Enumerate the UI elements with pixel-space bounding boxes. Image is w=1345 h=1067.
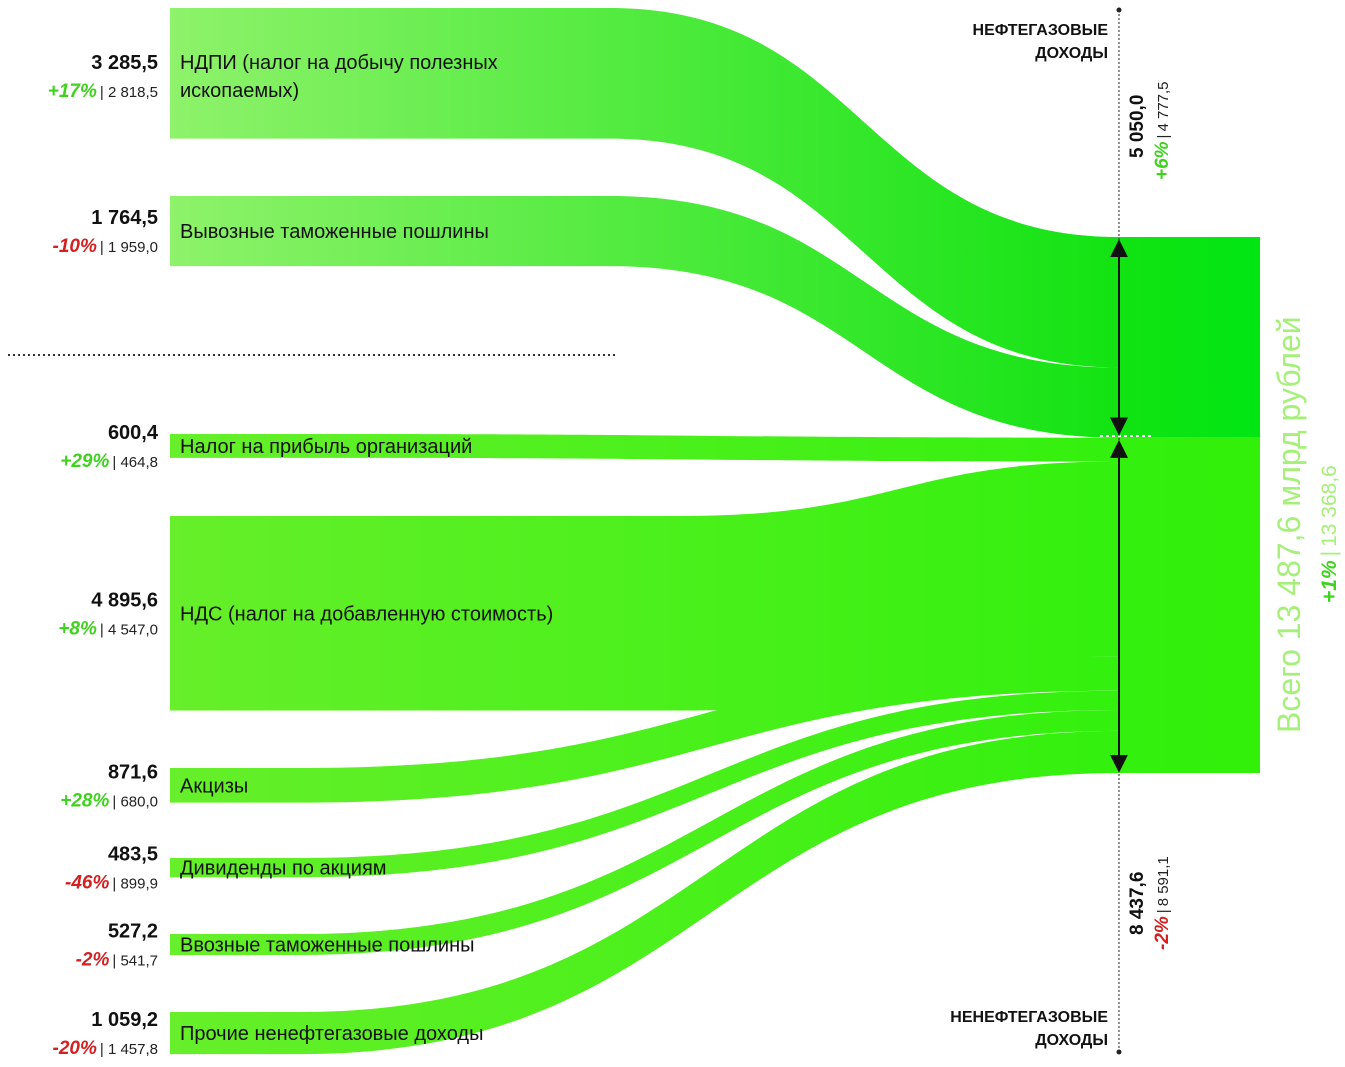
total-label: Всего 13 487,6 млрд рублей xyxy=(1271,316,1307,733)
flow-label-3-line-0: НДС (налог на добавленную стоимость) xyxy=(180,603,553,625)
total-change-block: +1% | 13 368,6 xyxy=(1318,465,1341,603)
flow-label-1-line-0: Вывозные таможенные пошлины xyxy=(180,221,489,243)
flow-ribbon-5 xyxy=(170,690,1119,878)
flow-previous-1: | 1 959,0 xyxy=(100,239,158,256)
group-oil-gas-title-line2: ДОХОДЫ xyxy=(1035,45,1108,62)
flow-value-2: 600,4 xyxy=(108,422,159,444)
flow-ribbon-3 xyxy=(170,461,1119,711)
group-oil-gas-previous: 4 777,5 xyxy=(1155,81,1172,131)
flow-ribbon-6 xyxy=(170,709,1119,955)
flow-change-6: -2% xyxy=(76,949,110,970)
flow-change-1: -10% xyxy=(53,236,97,257)
flow-label-6-line-0: Ввозные таможенные пошлины xyxy=(180,934,475,956)
axis-top-dot xyxy=(1116,7,1122,13)
flow-previous-0: | 2 818,5 xyxy=(100,84,158,101)
flow-ribbon-0 xyxy=(170,8,1119,368)
group-non-oil-change-block: -2% | 8 591,1 xyxy=(1152,856,1173,950)
flow-change-block-2: +29% | 464,8 xyxy=(60,451,158,472)
total-bar-oil-gas xyxy=(1119,237,1260,438)
flow-label-0-line-1: ископаемых) xyxy=(180,80,299,102)
flow-value-0: 3 285,5 xyxy=(91,52,158,74)
flow-value-4: 871,6 xyxy=(108,761,158,783)
flow-change-3: +8% xyxy=(58,618,97,639)
flow-ribbon-4 xyxy=(170,656,1119,803)
flow-change-block-3: +8% | 4 547,0 xyxy=(58,618,158,639)
flow-previous-5: | 899,9 xyxy=(112,876,158,893)
total-bar-non-oil xyxy=(1119,437,1260,773)
flow-change-7: -20% xyxy=(53,1038,97,1059)
flow-change-0: +17% xyxy=(48,81,97,102)
svg-text:-2%|8 591,1: -2% | 8 591,1 xyxy=(1152,856,1173,950)
group-non-oil-title-line1: НЕНЕФТЕГАЗОВЫЕ xyxy=(950,1009,1108,1026)
group-oil-gas-title-line1: НЕФТЕГАЗОВЫЕ xyxy=(973,22,1109,39)
flow-ribbon-7 xyxy=(170,730,1119,1055)
total-change: +1% xyxy=(1318,560,1341,603)
group-oil-gas-previous-sep: | xyxy=(1155,135,1172,139)
svg-text:+1%|13 368,6: +1% | 13 368,6 xyxy=(1318,465,1341,603)
svg-text:+6%|4 777,5: +6% | 4 777,5 xyxy=(1152,81,1173,180)
axis-bottom-dot xyxy=(1116,1049,1122,1055)
flow-value-7: 1 059,2 xyxy=(91,1009,158,1031)
total-previous-sep: | xyxy=(1318,551,1341,556)
group-oil-gas-change: +6% xyxy=(1152,141,1173,180)
flow-labels: 3 285,5 +17% | 2 818,5 НДПИ (налог на добыч… xyxy=(48,52,554,1059)
group-oil-gas-change-block: +6% | 4 777,5 xyxy=(1152,81,1173,180)
flow-previous-3: | 4 547,0 xyxy=(100,621,158,638)
flow-label-0-line-0: НДПИ (налог на добычу полезных xyxy=(180,52,498,74)
flow-ribbons xyxy=(170,8,1119,1055)
flow-previous-7: | 1 457,8 xyxy=(100,1041,158,1058)
group-oil-gas-value: 5 050,0 xyxy=(1127,95,1148,158)
flow-change-block-5: -46% | 899,9 xyxy=(65,873,158,894)
flow-ribbon-1 xyxy=(170,196,1119,438)
flow-value-3: 4 895,6 xyxy=(91,589,158,611)
flow-label-7-line-0: Прочие ненефтегазовые доходы xyxy=(180,1023,483,1045)
flow-change-block-1: -10% | 1 959,0 xyxy=(53,236,158,257)
flow-previous-6: | 541,7 xyxy=(112,952,158,969)
group-non-oil-title-line2: ДОХОДЫ xyxy=(1035,1032,1108,1049)
flow-previous-2: | 464,8 xyxy=(112,454,158,471)
flow-change-block-0: +17% | 2 818,5 xyxy=(48,81,158,102)
flow-label-2-line-0: Налог на прибыль организаций xyxy=(180,436,472,458)
flow-ribbon-2 xyxy=(170,434,1119,462)
flow-value-6: 527,2 xyxy=(108,920,158,942)
flow-change-block-7: -20% | 1 457,8 xyxy=(53,1038,158,1059)
flow-previous-4: | 680,0 xyxy=(112,793,158,810)
group-oil-gas-value-block: 5 050,0 xyxy=(1127,95,1148,158)
total-label-block: Всего 13 487,6 млрд рублей xyxy=(1271,316,1307,733)
flow-change-4: +28% xyxy=(60,790,109,811)
group-non-oil-change: -2% xyxy=(1152,916,1173,950)
flow-change-5: -46% xyxy=(65,873,109,894)
flow-label-5-line-0: Дивиденды по акциям xyxy=(180,858,387,880)
flow-change-2: +29% xyxy=(60,451,109,472)
group-non-oil-previous: 8 591,1 xyxy=(1155,856,1172,906)
flow-change-block-6: -2% | 541,7 xyxy=(76,949,158,970)
group-non-oil-previous-sep: | xyxy=(1155,909,1172,913)
group-non-oil-value-block: 8 437,6 xyxy=(1127,872,1148,935)
flow-value-1: 1 764,5 xyxy=(91,207,158,229)
total-previous: 13 368,6 xyxy=(1318,465,1341,547)
flow-value-5: 483,5 xyxy=(108,844,158,866)
flow-label-4-line-0: Акцизы xyxy=(180,775,248,797)
group-non-oil-value: 8 437,6 xyxy=(1127,872,1148,935)
flow-change-block-4: +28% | 680,0 xyxy=(60,790,158,811)
